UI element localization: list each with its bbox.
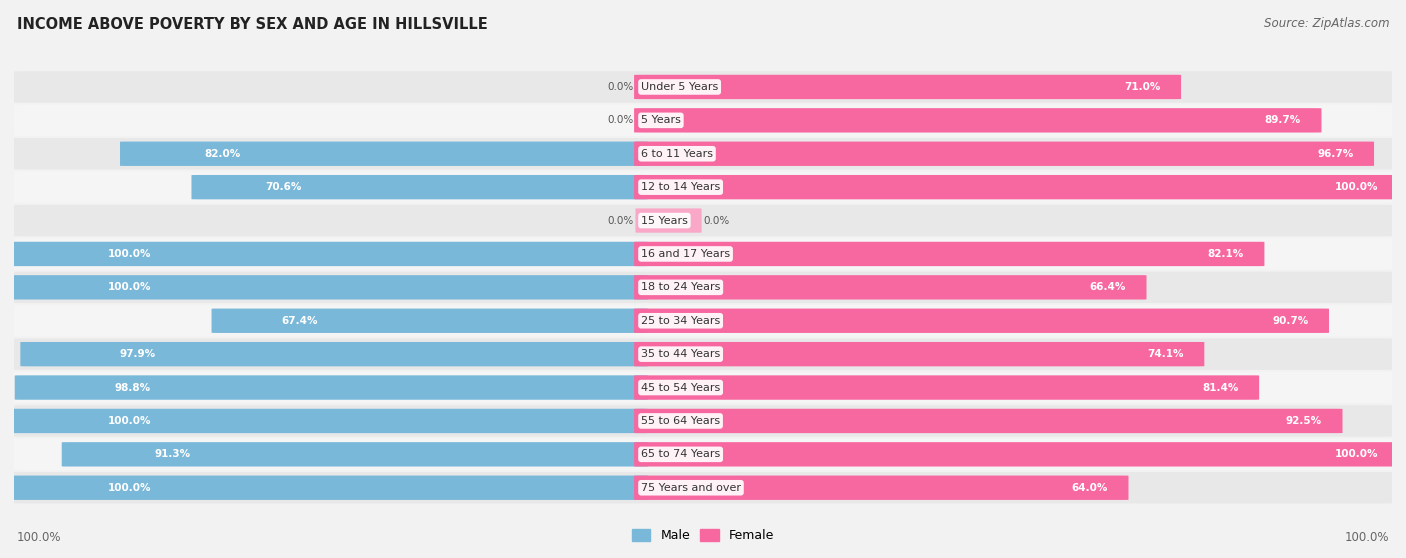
FancyBboxPatch shape — [62, 442, 648, 466]
Text: 0.0%: 0.0% — [607, 82, 634, 92]
FancyBboxPatch shape — [11, 238, 1395, 270]
Text: 98.8%: 98.8% — [114, 383, 150, 392]
FancyBboxPatch shape — [636, 208, 702, 233]
FancyBboxPatch shape — [634, 108, 1322, 133]
Text: 97.9%: 97.9% — [120, 349, 156, 359]
Text: 15 Years: 15 Years — [641, 215, 688, 225]
Text: 16 and 17 Years: 16 and 17 Years — [641, 249, 730, 259]
Text: 91.3%: 91.3% — [155, 449, 191, 459]
Text: 100.0%: 100.0% — [108, 249, 152, 259]
Text: 67.4%: 67.4% — [281, 316, 318, 326]
Text: 0.0%: 0.0% — [607, 116, 634, 126]
Text: 0.0%: 0.0% — [703, 215, 730, 225]
FancyBboxPatch shape — [20, 342, 648, 367]
FancyBboxPatch shape — [634, 409, 1343, 433]
Text: 45 to 54 Years: 45 to 54 Years — [641, 383, 720, 392]
Text: 0.0%: 0.0% — [607, 215, 634, 225]
Text: 65 to 74 Years: 65 to 74 Years — [641, 449, 720, 459]
Text: 100.0%: 100.0% — [108, 416, 152, 426]
Text: 64.0%: 64.0% — [1071, 483, 1108, 493]
FancyBboxPatch shape — [634, 242, 1264, 266]
Text: 82.1%: 82.1% — [1208, 249, 1244, 259]
Text: 18 to 24 Years: 18 to 24 Years — [641, 282, 720, 292]
FancyBboxPatch shape — [7, 242, 648, 266]
FancyBboxPatch shape — [11, 105, 1395, 136]
FancyBboxPatch shape — [634, 376, 1260, 400]
FancyBboxPatch shape — [11, 272, 1395, 303]
Text: 81.4%: 81.4% — [1202, 383, 1239, 392]
FancyBboxPatch shape — [634, 342, 1205, 367]
FancyBboxPatch shape — [634, 175, 1399, 199]
FancyBboxPatch shape — [634, 475, 1129, 500]
Text: 75 Years and over: 75 Years and over — [641, 483, 741, 493]
FancyBboxPatch shape — [211, 309, 648, 333]
FancyBboxPatch shape — [634, 75, 1181, 99]
Text: 100.0%: 100.0% — [1344, 531, 1389, 544]
FancyBboxPatch shape — [7, 409, 648, 433]
Text: INCOME ABOVE POVERTY BY SEX AND AGE IN HILLSVILLE: INCOME ABOVE POVERTY BY SEX AND AGE IN H… — [17, 17, 488, 32]
Text: 89.7%: 89.7% — [1264, 116, 1301, 126]
FancyBboxPatch shape — [7, 275, 648, 300]
FancyBboxPatch shape — [11, 405, 1395, 437]
Text: 55 to 64 Years: 55 to 64 Years — [641, 416, 720, 426]
FancyBboxPatch shape — [634, 142, 1374, 166]
FancyBboxPatch shape — [14, 376, 648, 400]
FancyBboxPatch shape — [11, 372, 1395, 403]
Text: 6 to 11 Years: 6 to 11 Years — [641, 149, 713, 159]
FancyBboxPatch shape — [7, 475, 648, 500]
Text: 35 to 44 Years: 35 to 44 Years — [641, 349, 720, 359]
Text: 25 to 34 Years: 25 to 34 Years — [641, 316, 720, 326]
Text: 100.0%: 100.0% — [108, 483, 152, 493]
Text: Under 5 Years: Under 5 Years — [641, 82, 718, 92]
FancyBboxPatch shape — [634, 442, 1399, 466]
Text: 100.0%: 100.0% — [1334, 182, 1378, 192]
FancyBboxPatch shape — [11, 305, 1395, 336]
Text: 100.0%: 100.0% — [17, 531, 62, 544]
Text: 74.1%: 74.1% — [1147, 349, 1184, 359]
Text: 100.0%: 100.0% — [1334, 449, 1378, 459]
Legend: Male, Female: Male, Female — [627, 525, 779, 547]
Text: 70.6%: 70.6% — [264, 182, 301, 192]
FancyBboxPatch shape — [11, 205, 1395, 236]
Text: 82.0%: 82.0% — [204, 149, 240, 159]
Text: 71.0%: 71.0% — [1123, 82, 1160, 92]
Text: 12 to 14 Years: 12 to 14 Years — [641, 182, 720, 192]
Text: 100.0%: 100.0% — [108, 282, 152, 292]
FancyBboxPatch shape — [11, 472, 1395, 503]
Text: 92.5%: 92.5% — [1285, 416, 1322, 426]
FancyBboxPatch shape — [120, 142, 648, 166]
FancyBboxPatch shape — [11, 339, 1395, 370]
Text: 5 Years: 5 Years — [641, 116, 681, 126]
Text: 96.7%: 96.7% — [1317, 149, 1354, 159]
FancyBboxPatch shape — [191, 175, 648, 199]
Text: 66.4%: 66.4% — [1090, 282, 1126, 292]
FancyBboxPatch shape — [11, 138, 1395, 170]
Text: Source: ZipAtlas.com: Source: ZipAtlas.com — [1264, 17, 1389, 30]
FancyBboxPatch shape — [634, 309, 1329, 333]
FancyBboxPatch shape — [11, 171, 1395, 203]
FancyBboxPatch shape — [11, 71, 1395, 103]
Text: 90.7%: 90.7% — [1272, 316, 1309, 326]
FancyBboxPatch shape — [634, 275, 1146, 300]
FancyBboxPatch shape — [11, 439, 1395, 470]
